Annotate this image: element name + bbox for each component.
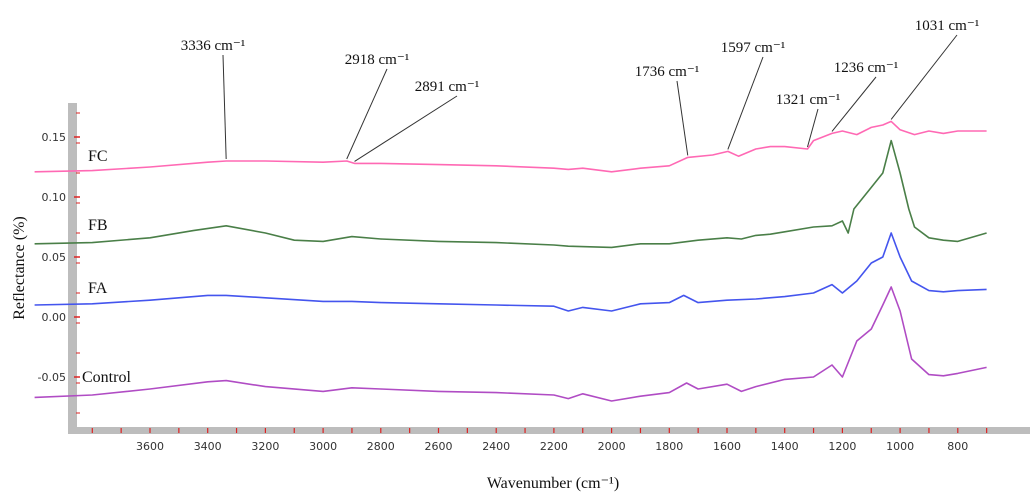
series-label-fb: FB (88, 217, 108, 234)
annotation-label-1597: 1597 cm⁻¹ (721, 40, 786, 56)
y-tick-label: 0.15 (42, 131, 67, 144)
annotation-leader-1597 (727, 56, 764, 150)
series-label-fa: FA (88, 280, 108, 297)
series-label-fc: FC (88, 148, 108, 165)
annotation-leader-1031 (890, 34, 958, 120)
y-tick-label: 0.05 (42, 251, 67, 264)
annotation-label-3336: 3336 cm⁻¹ (181, 38, 246, 54)
x-tick-label: 800 (947, 440, 968, 453)
annotation-leader-1236 (831, 76, 877, 132)
x-tick-label: 1400 (771, 440, 799, 453)
y-tick-label: 0.00 (42, 311, 67, 324)
annotation-leader-2891 (354, 95, 458, 162)
y-tick-label: 0.10 (42, 191, 67, 204)
x-axis-band (68, 427, 1030, 434)
plot-frame (68, 103, 1030, 434)
annotation-label-1031: 1031 cm⁻¹ (915, 18, 980, 34)
x-tick-label: 3600 (136, 440, 164, 453)
annotation-leader-2918 (346, 68, 388, 160)
series-line-fc (34, 120, 987, 173)
x-tick-label: 1600 (713, 440, 741, 453)
annotation-leader-3336 (222, 54, 227, 160)
annotation-label-1321: 1321 cm⁻¹ (776, 92, 841, 108)
x-tick-label: 2600 (425, 440, 453, 453)
x-tick-label: 1000 (886, 440, 914, 453)
x-tick-label: 2400 (482, 440, 510, 453)
x-tick-label: 3000 (309, 440, 337, 453)
x-tick-label: 1200 (828, 440, 856, 453)
annotation-label-1236: 1236 cm⁻¹ (834, 60, 899, 76)
y-axis-label: Reflectance (%) (11, 216, 28, 319)
series-label-control: Control (82, 369, 131, 386)
x-tick-label: 1800 (655, 440, 683, 453)
x-tick-label: 2200 (540, 440, 568, 453)
x-axis-label: Wavenumber (cm⁻¹) (487, 475, 619, 492)
x-tick-label: 2800 (367, 440, 395, 453)
x-tick-label: 3400 (194, 440, 222, 453)
annotation-label-2918: 2918 cm⁻¹ (345, 52, 410, 68)
annotation-label-1736: 1736 cm⁻¹ (635, 64, 700, 80)
annotation-label-2891: 2891 cm⁻¹ (415, 79, 480, 95)
y-tick-label: -0.05 (38, 371, 66, 384)
x-tick-label: 2000 (598, 440, 626, 453)
x-tick-label: 3200 (251, 440, 279, 453)
axis-ticks: 0.15 0.10 0.05 0.00 -0.05 3600 3400 3200 3000 280… (38, 112, 988, 453)
annotation-leader-1736 (676, 80, 689, 156)
y-axis-band (68, 103, 77, 427)
series-line-fa (34, 232, 987, 312)
series-line-control (34, 286, 987, 402)
series-line-fb (34, 139, 987, 249)
annotation-leader-1321 (807, 108, 819, 148)
annotations: 3336 cm⁻¹ 2918 cm⁻¹ 2891 cm⁻¹ 1736 cm⁻¹ 1597… (181, 18, 980, 162)
series-labels: FC FB FA Control (82, 148, 131, 386)
series-group (34, 120, 987, 402)
